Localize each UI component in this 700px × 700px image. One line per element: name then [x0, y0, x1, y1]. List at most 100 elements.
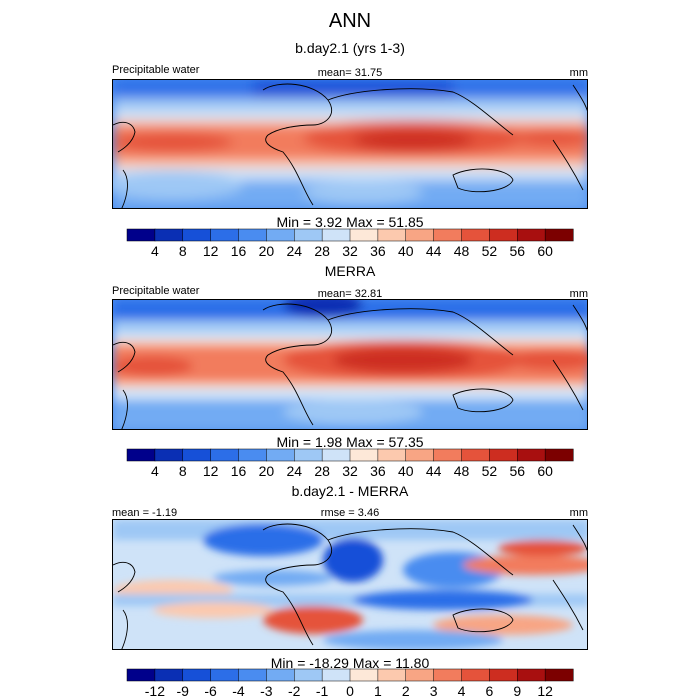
panel-2-map-svg: [113, 300, 587, 429]
colorbar-3-swatch-5: [266, 668, 295, 682]
colorbar-3-tick-label: 9: [513, 683, 521, 699]
colorbar-2-tick-label: 60: [537, 463, 553, 479]
panel-1-colorbar: 4 8 12 16 20 24 28 32 36 40 44 48 52 56 60: [126, 228, 574, 259]
colorbar-3-tick-label: -12: [145, 683, 165, 699]
panel-2-center-label: mean= 32.81: [317, 288, 383, 300]
colorbar-1-tick-label: 4: [151, 243, 159, 259]
colorbar-3-tick-label: 6: [485, 683, 493, 699]
colorbar-1-swatch-5: [266, 228, 295, 242]
colorbar-1-swatch-7: [321, 228, 351, 242]
colorbar-3-swatch-6: [294, 668, 323, 682]
panel-3-units: mm: [569, 507, 588, 519]
panel-3-coastlines: [113, 523, 587, 649]
colorbar-2-swatch-12: [461, 448, 490, 462]
panel-1-colorbar-svg: 4 8 12 16 20 24 28 32 36 40 44 48 52 56 60: [126, 228, 574, 259]
colorbar-3-tick-label: 4: [458, 683, 466, 699]
colorbar-1-tick-label: 12: [203, 243, 219, 259]
colorbar-1-tick-label: 20: [259, 243, 275, 259]
panel-1-field: [113, 80, 587, 208]
panel-2-coastlines: [113, 303, 587, 429]
panel-1-map: [112, 79, 588, 209]
colorbar-2-swatch-0: [126, 448, 156, 462]
colorbar-2-swatch-7: [321, 448, 351, 462]
panel-3-map: [112, 519, 588, 650]
colorbar-3-tick-label: 2: [402, 683, 410, 699]
colorbar-1-tick-label: 8: [179, 243, 187, 259]
colorbar-1-tick-label: 44: [426, 243, 442, 259]
colorbar-1-tick-label: 32: [342, 243, 358, 259]
panel-1-title: b.day2.1 (yrs 1-3): [295, 40, 405, 56]
colorbar-2-tick-label: 24: [286, 463, 302, 479]
colorbar-1-swatch-10: [405, 228, 435, 242]
colorbar-1-swatch-6: [294, 228, 323, 242]
panel-1-coastlines: [113, 83, 587, 208]
colorbar-1-swatch-14: [517, 228, 546, 242]
panel-3-min-max: Min = -18.29 Max = 11.80: [270, 655, 430, 671]
colorbar-2-tick-label: 52: [482, 463, 498, 479]
colorbar-3-tick-label: -3: [260, 683, 273, 699]
colorbar-2-swatch-8: [349, 448, 379, 462]
colorbar-2-tick-label: 36: [370, 463, 386, 479]
colorbar-3-tick-label: -6: [204, 683, 217, 699]
colorbar-2-swatch-15: [544, 448, 574, 462]
panel-2-colorbar: 4 8 12 16 20 24 28 32 36 40 44 48 52 56 60: [126, 448, 574, 479]
colorbar-1-swatch-2: [182, 228, 212, 242]
colorbar-3-swatch-8: [349, 668, 379, 682]
colorbar-1-tick-label: 40: [398, 243, 414, 259]
colorbar-3-tick-label: -9: [177, 683, 190, 699]
colorbar-3-swatch-15: [544, 668, 574, 682]
panel-1-min-max: Min = 3.92 Max = 51.85: [276, 214, 424, 230]
colorbar-3-swatch-7: [321, 668, 351, 682]
colorbar-3-swatch-10: [405, 668, 435, 682]
colorbar-3-tick-label: 12: [537, 683, 553, 699]
colorbar-2-tick-label: 16: [231, 463, 247, 479]
colorbar-1-tick-label: 56: [509, 243, 525, 259]
colorbar-1-swatch-9: [377, 228, 407, 242]
colorbar-1-tick-label: 52: [482, 243, 498, 259]
panel-2-min-max: Min = 1.98 Max = 57.35: [276, 434, 424, 450]
colorbar-1-swatch-8: [349, 228, 379, 242]
colorbar-1-tick-label: 16: [231, 243, 247, 259]
colorbar-3-swatch-4: [238, 668, 267, 682]
colorbar-2-swatch-1: [154, 448, 184, 462]
colorbar-2-tick-label: 48: [454, 463, 470, 479]
colorbar-3-tick-label: -1: [316, 683, 329, 699]
colorbar-1-tick-label: 24: [286, 243, 302, 259]
colorbar-1-swatch-12: [461, 228, 490, 242]
colorbar-1-swatch-3: [210, 228, 240, 242]
main-title: ANN: [328, 10, 372, 32]
colorbar-2-tick-label: 44: [426, 463, 442, 479]
colorbar-3-swatch-2: [182, 668, 212, 682]
colorbar-1-swatch-0: [126, 228, 156, 242]
colorbar-2-swatch-13: [489, 448, 518, 462]
colorbar-2-tick-label: 20: [259, 463, 275, 479]
colorbar-1-tick-label: 48: [454, 243, 470, 259]
colorbar-2-swatch-5: [266, 448, 295, 462]
colorbar-3-tick-label: 0: [346, 683, 354, 699]
panel-3-colorbar-svg: -12 -9 -6 -4 -3 -2 -1 0 1 2 3 4 6 9 12: [126, 668, 574, 699]
colorbar-3-tick-label: -4: [232, 683, 245, 699]
colorbar-2-tick-label: 40: [398, 463, 414, 479]
colorbar-2-swatch-2: [182, 448, 212, 462]
panel-3-left-label: mean = -1.19: [112, 507, 178, 519]
colorbar-1-swatch-11: [433, 228, 463, 242]
colorbar-2-tick-label: 56: [509, 463, 525, 479]
colorbar-2-swatch-11: [433, 448, 463, 462]
colorbar-3-swatch-9: [377, 668, 407, 682]
panel-3-map-svg: [113, 520, 587, 649]
panel-1-left-label: Precipitable water: [112, 64, 200, 76]
colorbar-3-swatch-0: [126, 668, 156, 682]
colorbar-1-swatch-13: [489, 228, 518, 242]
panel-2-field: [113, 300, 587, 429]
panel-2-left-label: Precipitable water: [112, 285, 200, 297]
colorbar-1-swatch-1: [154, 228, 184, 242]
panel-2-map: [112, 299, 588, 430]
colorbar-3-tick-label: 3: [430, 683, 438, 699]
colorbar-2-swatch-14: [517, 448, 546, 462]
panel-3-colorbar: -12 -9 -6 -4 -3 -2 -1 0 1 2 3 4 6 9 12: [126, 668, 574, 699]
colorbar-3-swatch-11: [433, 668, 463, 682]
colorbar-2-swatch-6: [294, 448, 323, 462]
colorbar-3-tick-label: -2: [288, 683, 301, 699]
colorbar-2-tick-label: 32: [342, 463, 358, 479]
colorbar-3-swatch-14: [517, 668, 546, 682]
